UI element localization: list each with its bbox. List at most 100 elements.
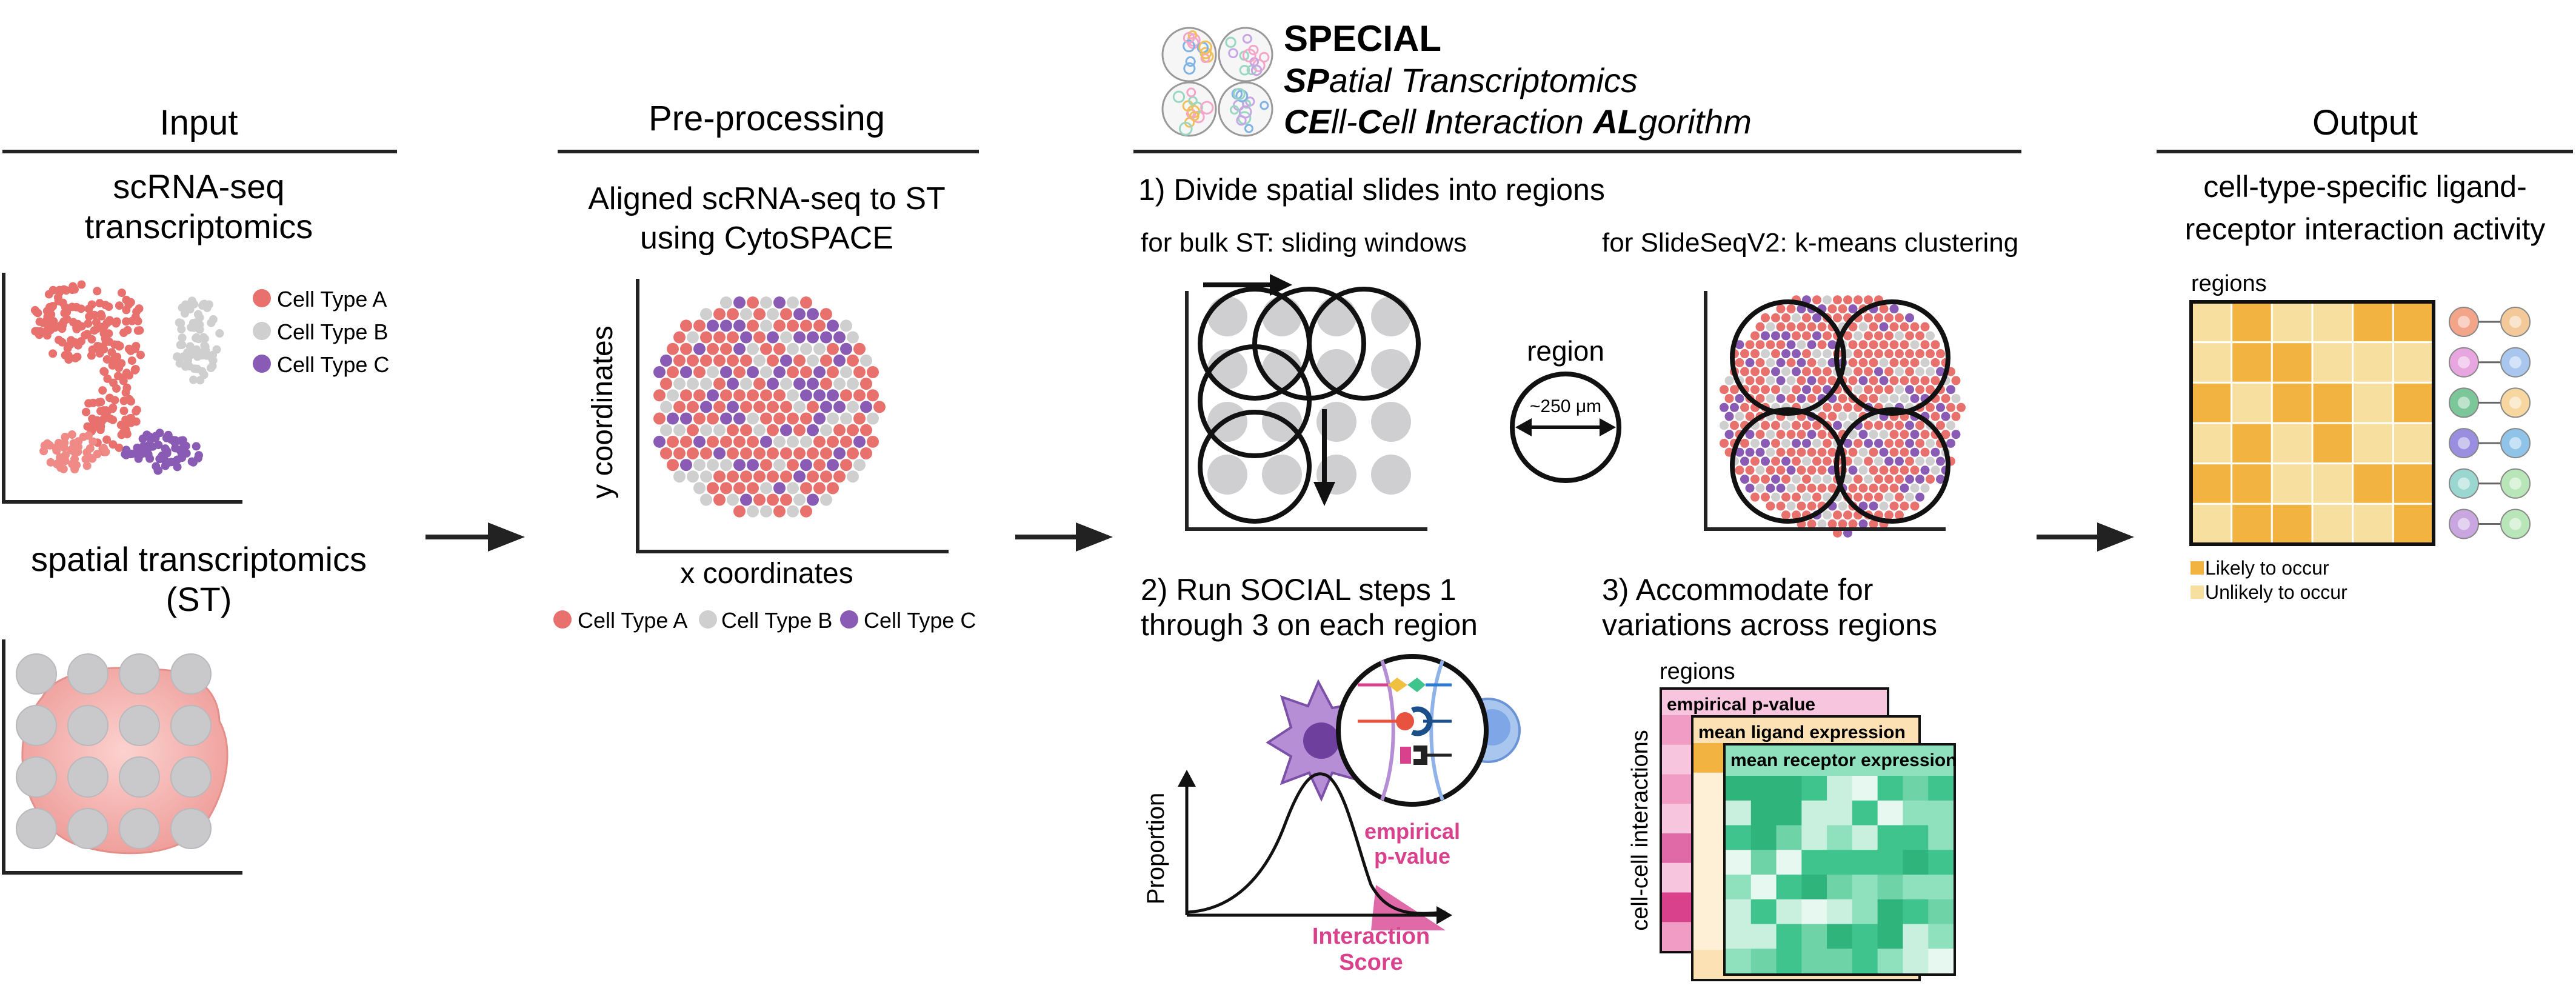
kmeans-spot: [1889, 304, 1899, 314]
aligned-spot: [860, 401, 872, 413]
heatmap-cell: [1693, 772, 1726, 802]
kmeans-spot: [1827, 412, 1837, 421]
aligned-spot: [847, 331, 859, 344]
kmeans-spot: [1957, 402, 1966, 412]
aligned-spot: [827, 482, 839, 495]
kmeans-spot: [1817, 430, 1827, 439]
kmeans-spot: [1735, 447, 1744, 457]
aligned-ylabel: y coordinates: [587, 325, 619, 499]
umap-point: [70, 455, 79, 464]
umap-point: [127, 356, 136, 365]
legend-label-c: Cell Type C: [277, 352, 389, 377]
kmeans-spot: [1766, 465, 1775, 475]
kmeans-spot: [1884, 367, 1894, 376]
kmeans-spot: [1910, 393, 1920, 403]
aligned-spot: [713, 308, 726, 321]
legend-swatch-a: [553, 610, 572, 629]
kmeans-spot: [1895, 313, 1904, 322]
heatmap-cell: [1662, 774, 1694, 804]
kmeans-spot: [1926, 475, 1935, 484]
aligned-spot: [687, 378, 699, 390]
kmeans-spot: [1884, 313, 1894, 322]
kmeans-spot: [1750, 456, 1760, 466]
kmeans-spot: [1797, 358, 1806, 367]
aligned-spot: [667, 342, 679, 355]
aligned-spot: [820, 354, 832, 367]
legend-label-b: Cell Type B: [721, 608, 832, 633]
kmeans-spot: [1781, 456, 1790, 466]
st-spot: [119, 756, 160, 798]
kmeans-spot: [1761, 331, 1770, 341]
aligned-spot: [713, 470, 726, 483]
legend-likely-label: Likely to occur: [2205, 557, 2329, 579]
kmeans-spot: [1750, 475, 1760, 484]
output-heatmap-cell: [2311, 462, 2354, 505]
heatmap-cell: [1726, 776, 1752, 801]
aligned-spot: [780, 470, 792, 483]
heatmap-cell: [1662, 862, 1694, 893]
aligned-spot: [853, 365, 866, 378]
bulk-label: for bulk ST: sliding windows: [1141, 228, 1467, 258]
aligned-spot: [733, 459, 746, 472]
kmeans-spot: [1786, 393, 1796, 403]
aligned-spot: [727, 447, 739, 459]
kmeans-spot: [1905, 313, 1914, 322]
heatmap-cell: [1776, 924, 1802, 949]
output-heatmap-cell: [2190, 422, 2233, 465]
kmeans-spot: [1895, 421, 1904, 430]
kmeans-spot: [1838, 393, 1847, 403]
aligned-spot: [727, 308, 739, 321]
step3-title-line1: 3) Accommodate for: [1602, 573, 1873, 607]
kmeans-spot: [1843, 331, 1852, 341]
kmeans-spot: [1807, 358, 1817, 367]
kmeans-spot: [1807, 483, 1817, 493]
heatmap-cell: [1750, 875, 1777, 900]
aligned-spot: [840, 459, 852, 472]
aligned-spot: [660, 401, 672, 413]
heatmap-cell: [1726, 949, 1752, 974]
kmeans-spot: [1771, 475, 1780, 484]
aligned-spot: [820, 308, 832, 321]
aligned-spot: [673, 470, 686, 483]
umap-point: [119, 329, 128, 338]
aligned-spot: [853, 412, 866, 425]
kmeans-spot: [1920, 430, 1930, 439]
umap-point: [40, 441, 49, 450]
aligned-legend: Cell Type A Cell Type B Cell Type C: [553, 608, 976, 633]
heatmap-cell: [1852, 800, 1878, 826]
aligned-spot: [747, 342, 759, 355]
aligned-spot: [853, 342, 866, 355]
legend-label-c: Cell Type C: [864, 608, 976, 633]
kmeans-spot: [1884, 475, 1894, 484]
heatmap-cell: [1693, 743, 1726, 773]
st-axes: [2, 639, 242, 875]
output-panel: Output cell-type-specific ligand- recept…: [2157, 103, 2573, 603]
umap-point: [192, 318, 201, 327]
kmeans-spot: [1766, 322, 1775, 332]
aligned-spot: [653, 435, 666, 448]
kmeans-spot: [1874, 349, 1883, 359]
output-heatmap-cell: [2352, 301, 2394, 344]
aligned-spot: [853, 459, 866, 472]
st-spot: [170, 653, 212, 695]
umap-point: [67, 430, 76, 439]
kmeans-spot: [1792, 385, 1801, 395]
umap-point: [102, 435, 112, 444]
kmeans-spot: [1735, 412, 1744, 421]
legend-unlikely-swatch: [2191, 585, 2204, 599]
aligned-spot: [793, 308, 806, 321]
output-heatmap-cell: [2190, 502, 2233, 545]
umap-point: [54, 296, 63, 305]
kmeans-spot: [1761, 421, 1770, 430]
kmeans-spot: [1905, 438, 1914, 448]
aligned-spot: [773, 412, 786, 425]
kmeans-spot: [1869, 393, 1878, 403]
heatmap-cell: [1801, 825, 1827, 850]
umap-point: [77, 280, 86, 289]
kmeans-spot: [1910, 483, 1920, 493]
aligned-spot: [707, 412, 719, 425]
heatmap-cell: [1827, 899, 1853, 924]
aligned-spot: [660, 447, 672, 459]
kmeans-spot: [1771, 438, 1780, 448]
kmeans-spot: [1812, 385, 1821, 395]
